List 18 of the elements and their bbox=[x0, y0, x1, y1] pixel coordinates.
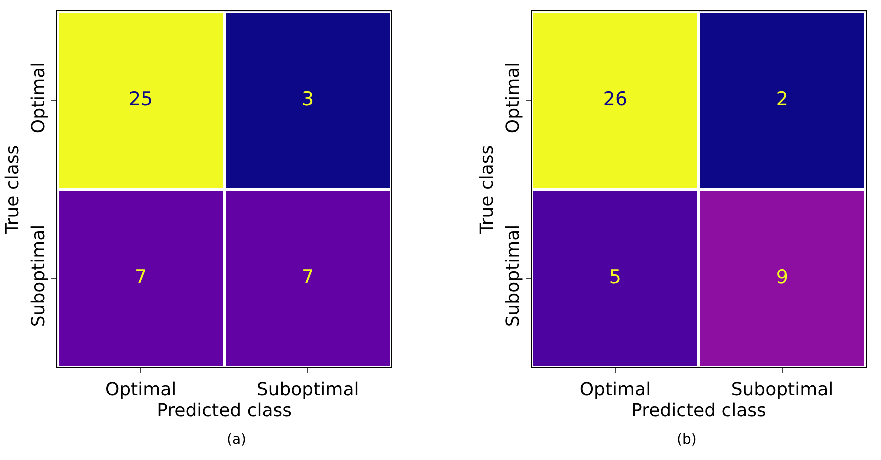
text: (a) bbox=[227, 432, 247, 448]
data-label: 2 bbox=[776, 88, 789, 110]
data-label: 7 bbox=[135, 266, 148, 288]
x-axis-title: Predicted class bbox=[157, 400, 292, 422]
x-tick-label: Suboptimal bbox=[731, 379, 834, 400]
text: (b) bbox=[677, 432, 697, 448]
data-label: 7 bbox=[302, 266, 314, 288]
data-label: 5 bbox=[609, 266, 622, 288]
data-label: 9 bbox=[776, 266, 789, 288]
y-axis-title: True class bbox=[2, 145, 24, 235]
data-label: 25 bbox=[128, 88, 154, 110]
x-tick-label: Optimal bbox=[580, 379, 652, 400]
data-label: 26 bbox=[603, 88, 628, 110]
x-tick-label: Optimal bbox=[105, 379, 177, 400]
y-axis-title: True class bbox=[476, 145, 498, 235]
x-axis-title: Predicted class bbox=[632, 400, 766, 422]
x-tick-label: Suboptimal bbox=[256, 379, 360, 400]
data-label: 3 bbox=[302, 88, 314, 110]
